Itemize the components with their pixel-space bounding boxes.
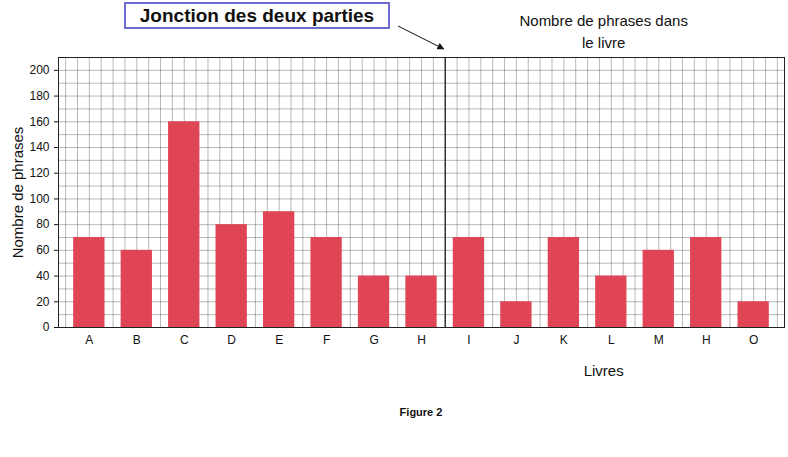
svg-text:I: I — [467, 333, 470, 347]
svg-text:M: M — [654, 333, 664, 347]
svg-text:40: 40 — [36, 269, 50, 283]
svg-text:140: 140 — [29, 140, 49, 154]
svg-text:E: E — [275, 333, 283, 347]
svg-text:L: L — [608, 333, 615, 347]
html-text:Nombre de phrases dans le livr: Nombre de phrases dans le livre — [519, 12, 688, 51]
svg-text:H: H — [702, 333, 711, 347]
svg-text:200: 200 — [29, 63, 49, 77]
svg-text:120: 120 — [29, 166, 49, 180]
svg-text:O: O — [749, 333, 758, 347]
svg-text:F: F — [323, 333, 330, 347]
svg-text:0: 0 — [43, 320, 50, 334]
svg-text:Nombre de phrases: Nombre de phrases — [9, 127, 26, 259]
svg-text:60: 60 — [36, 243, 50, 257]
svg-text:180: 180 — [29, 89, 49, 103]
html-text:Jonction des deux parties: Jonction des deux parties — [139, 5, 375, 26]
svg-text:C: C — [180, 333, 189, 347]
svg-text:D: D — [227, 333, 236, 347]
svg-text:G: G — [369, 333, 378, 347]
svg-text:H: H — [417, 333, 426, 347]
html-text:Livres: Livres — [583, 362, 624, 379]
svg-text:160: 160 — [29, 115, 49, 129]
svg-text:20: 20 — [36, 295, 50, 309]
html-text:Figure 2: Figure 2 — [399, 406, 443, 418]
svg-text:B: B — [133, 333, 141, 347]
svg-text:A: A — [85, 333, 93, 347]
svg-text:K: K — [560, 333, 568, 347]
svg-text:J: J — [513, 333, 519, 347]
svg-text:80: 80 — [36, 217, 50, 231]
svg-text:100: 100 — [29, 192, 49, 206]
